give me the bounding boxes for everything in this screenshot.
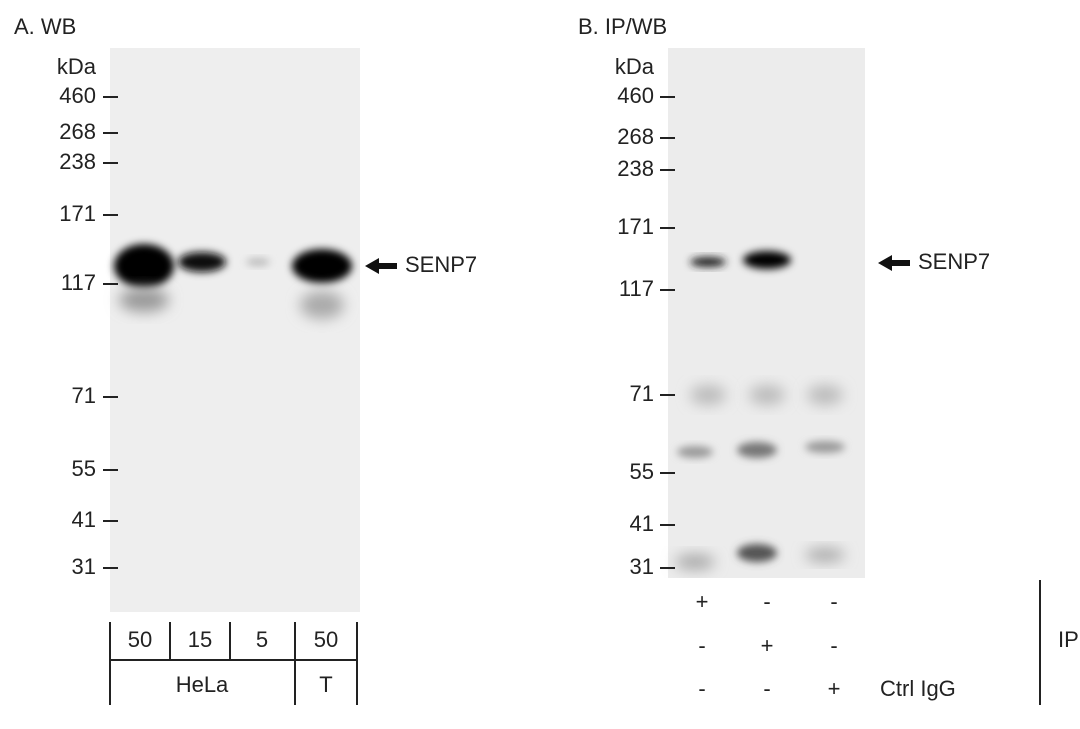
marker-label: 71 [72, 383, 96, 408]
lane-amount: 5 [256, 627, 268, 652]
group-label: T [319, 672, 332, 697]
condition-sign: - [698, 676, 705, 701]
marker-label: 268 [617, 124, 654, 149]
unit-label: kDa [615, 54, 655, 79]
arrow [365, 258, 397, 274]
marker-label: 171 [617, 214, 654, 239]
condition-sign: + [696, 589, 709, 614]
lane-amount: 50 [314, 627, 338, 652]
condition-sign: + [761, 633, 774, 658]
bands-a [114, 244, 352, 319]
marker-label: 41 [72, 507, 96, 532]
marker-label: 31 [630, 554, 654, 579]
marker-label: 460 [59, 83, 96, 108]
condition-sign: - [830, 589, 837, 614]
blot-membrane [668, 48, 865, 578]
marker-label: 31 [72, 554, 96, 579]
unit-label: kDa [57, 54, 97, 79]
bracket-label: IP [1058, 627, 1079, 652]
marker-label: 117 [61, 270, 96, 295]
panel-title: A. WB [14, 14, 76, 39]
panel-title: B. IP/WB [578, 14, 667, 39]
lane-table-lines [109, 580, 1041, 705]
condition-sign: - [763, 676, 770, 701]
condition-sign: + [828, 676, 841, 701]
bands-b [675, 251, 845, 570]
marker-label: 55 [72, 456, 96, 481]
group-label: HeLa [176, 672, 229, 697]
marker-label: 268 [59, 119, 96, 144]
lane-amount: 15 [188, 627, 212, 652]
marker-label: 71 [630, 381, 654, 406]
target-label: SENP7 [918, 249, 990, 274]
marker-label: 238 [617, 156, 654, 181]
condition-sign: - [763, 589, 770, 614]
marker-label: 238 [59, 149, 96, 174]
marker-label: 55 [630, 459, 654, 484]
blot-membrane [110, 48, 360, 612]
target-label: SENP7 [405, 252, 477, 277]
arrow [878, 255, 910, 271]
marker-label: 460 [617, 83, 654, 108]
condition-sign: - [830, 633, 837, 658]
marker-label: 117 [619, 276, 654, 301]
marker-label: 171 [59, 201, 96, 226]
marker-label: 41 [630, 511, 654, 536]
condition-sign: - [698, 633, 705, 658]
row-label: Ctrl IgG [880, 676, 956, 701]
lane-amount: 50 [128, 627, 152, 652]
